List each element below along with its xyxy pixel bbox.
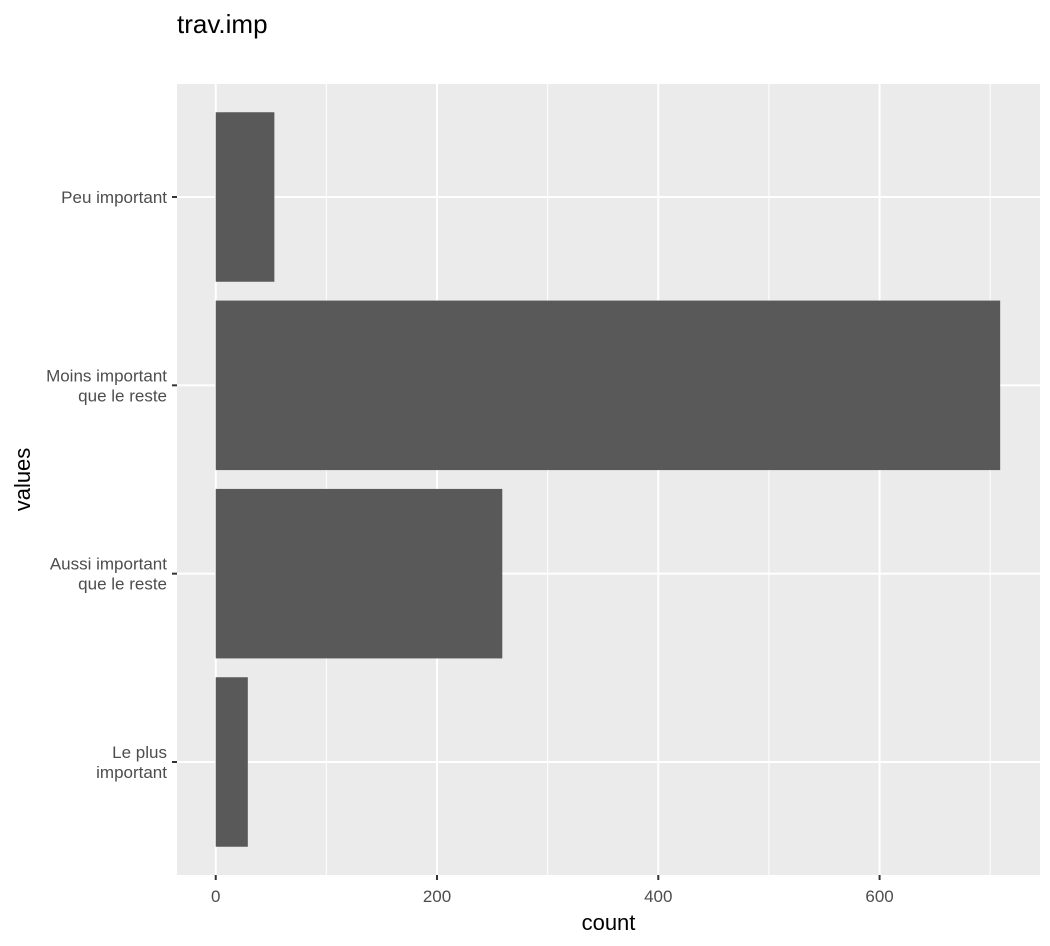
x-tick-label: 400 (644, 887, 672, 906)
x-axis-title: count (582, 910, 636, 935)
chart-title: trav.imp (177, 9, 268, 39)
y-tick-label: Le plus important (96, 743, 167, 782)
bar (215, 488, 503, 659)
x-tick-label: 0 (211, 887, 220, 906)
y-tick-label: Aussi important que le reste (50, 554, 167, 593)
y-tick-label: Moins important que le reste (46, 366, 167, 405)
minor-gridlines (325, 84, 991, 875)
bar (215, 112, 275, 282)
y-axis-ticks: Le plus important Aussi important que le re… (46, 188, 177, 782)
y-axis-title: values (10, 448, 35, 512)
x-axis-ticks: 0 200 400 600 (211, 875, 894, 906)
bar (215, 300, 1001, 471)
plot-panel (177, 84, 1040, 875)
x-tick-label: 600 (865, 887, 893, 906)
y-tick-label: Peu important (61, 188, 167, 207)
bar (215, 677, 248, 847)
bars (215, 112, 1001, 847)
x-tick-label: 200 (423, 887, 451, 906)
